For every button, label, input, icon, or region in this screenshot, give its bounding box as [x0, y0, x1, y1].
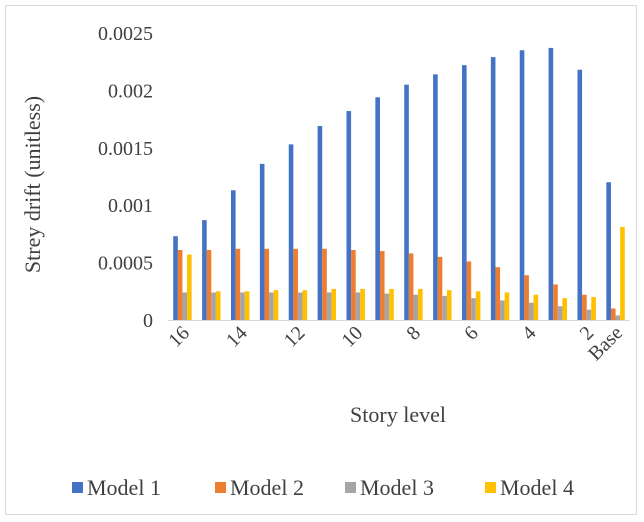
bar-model-3-10: [355, 292, 361, 320]
bar-model-4-9: [389, 289, 394, 320]
bar-model-3-7: [442, 295, 447, 320]
bar-model-2-14: [235, 248, 241, 320]
bar-model-3-8: [413, 294, 419, 320]
bars: [173, 47, 625, 321]
bar-model-3-2: [586, 309, 592, 320]
bar-model-4-5: [504, 292, 510, 320]
bar-model-1-14: [230, 190, 236, 320]
bar-model-2-2: [582, 294, 587, 320]
bar-model-4-8: [418, 289, 423, 320]
bar-model-4-6: [475, 291, 481, 320]
bar-model-4-base: [620, 227, 625, 320]
bar-model-4-12: [302, 290, 308, 320]
x-tick-label: 6: [460, 322, 483, 345]
bar-model-4-10: [360, 289, 365, 320]
bar-model-1-8: [404, 84, 409, 320]
y-tick-label: 0: [143, 310, 153, 332]
bar-model-3-11: [326, 292, 332, 320]
bar-model-1-3: [548, 47, 554, 321]
legend-swatch-model-1: [72, 482, 83, 493]
bar-model-3-14: [240, 292, 245, 320]
bar-model-2-7: [437, 256, 443, 320]
legend: Model 1 Model 2 Model 3 Model 4: [72, 475, 574, 500]
bar-model-4-13: [273, 290, 279, 320]
x-tick-label: 14: [222, 322, 252, 352]
bar-model-1-6: [461, 65, 467, 320]
x-tick-label: 4: [518, 322, 541, 345]
bar-model-1-base: [606, 182, 611, 320]
bar-model-1-11: [317, 125, 323, 321]
bar-model-4-16: [187, 254, 192, 320]
bar-model-4-11: [331, 289, 337, 320]
bar-model-2-13: [264, 248, 270, 320]
bar-model-2-11: [322, 248, 327, 320]
y-tick-label: 0.0005: [98, 253, 153, 275]
bar-model-3-15: [211, 292, 216, 320]
bar-model-4-2: [591, 297, 596, 320]
bar-model-3-4: [528, 302, 534, 320]
bar-model-1-12: [288, 144, 294, 320]
x-tick-label: 10: [338, 322, 368, 352]
bar-model-1-13: [259, 163, 265, 320]
bar-model-2-10: [351, 249, 356, 320]
x-axis-title: Story level: [350, 402, 446, 427]
y-tick-label: 0.0015: [98, 138, 153, 160]
y-tick-label: 0.001: [108, 195, 153, 217]
legend-label-model-4: Model 4: [500, 475, 574, 500]
bar-model-3-9: [384, 293, 390, 320]
bar-model-2-3: [553, 284, 558, 320]
bar-model-2-12: [293, 248, 298, 320]
legend-label-model-2: Model 2: [230, 475, 304, 500]
x-tick-label: 8: [402, 322, 425, 345]
bar-model-3-3: [557, 306, 563, 320]
legend-label-model-3: Model 3: [360, 475, 434, 500]
bar-model-3-6: [471, 298, 476, 320]
y-tick-label: 0.0025: [98, 23, 153, 45]
x-tick-label: Base: [584, 322, 627, 365]
bar-model-1-5: [490, 57, 496, 321]
bar-model-4-3: [562, 298, 568, 320]
bar-model-1-10: [346, 111, 352, 320]
legend-swatch-model-2: [215, 482, 226, 493]
bar-model-1-15: [202, 220, 207, 320]
bar-model-2-16: [177, 249, 183, 320]
bar-model-2-15: [206, 249, 212, 320]
bar-model-2-4: [524, 275, 529, 320]
y-axis-title: Strey drift (unitless): [20, 96, 45, 273]
legend-swatch-model-4: [485, 482, 496, 493]
bar-model-4-4: [533, 294, 539, 320]
bar-model-4-7: [446, 290, 452, 320]
y-tick-label: 0.002: [108, 80, 153, 102]
bar-model-4-14: [244, 291, 250, 320]
bar-model-1-16: [173, 236, 178, 320]
bar-model-1-4: [519, 50, 525, 320]
y-tick-labels: 0 0.0005 0.001 0.0015 0.002 0.0025: [98, 23, 153, 332]
bar-model-3-16: [182, 292, 188, 320]
bar-model-2-5: [495, 267, 501, 320]
bar-model-2-9: [379, 251, 385, 320]
bar-model-3-5: [500, 300, 505, 320]
bar-model-2-6: [466, 261, 472, 320]
bar-model-1-7: [433, 74, 438, 320]
legend-swatch-model-3: [345, 482, 356, 493]
bar-model-2-8: [408, 253, 414, 320]
bar-model-1-2: [577, 69, 583, 321]
bar-model-1-9: [375, 97, 380, 320]
bar-model-3-12: [297, 292, 303, 320]
x-tick-label: 16: [164, 322, 194, 352]
bar-model-3-base: [615, 315, 621, 320]
bar-model-2-base: [610, 308, 616, 320]
bar-model-3-13: [269, 292, 274, 320]
legend-label-model-1: Model 1: [87, 475, 161, 500]
x-tick-label: 12: [280, 322, 310, 352]
bar-model-4-15: [215, 291, 221, 320]
